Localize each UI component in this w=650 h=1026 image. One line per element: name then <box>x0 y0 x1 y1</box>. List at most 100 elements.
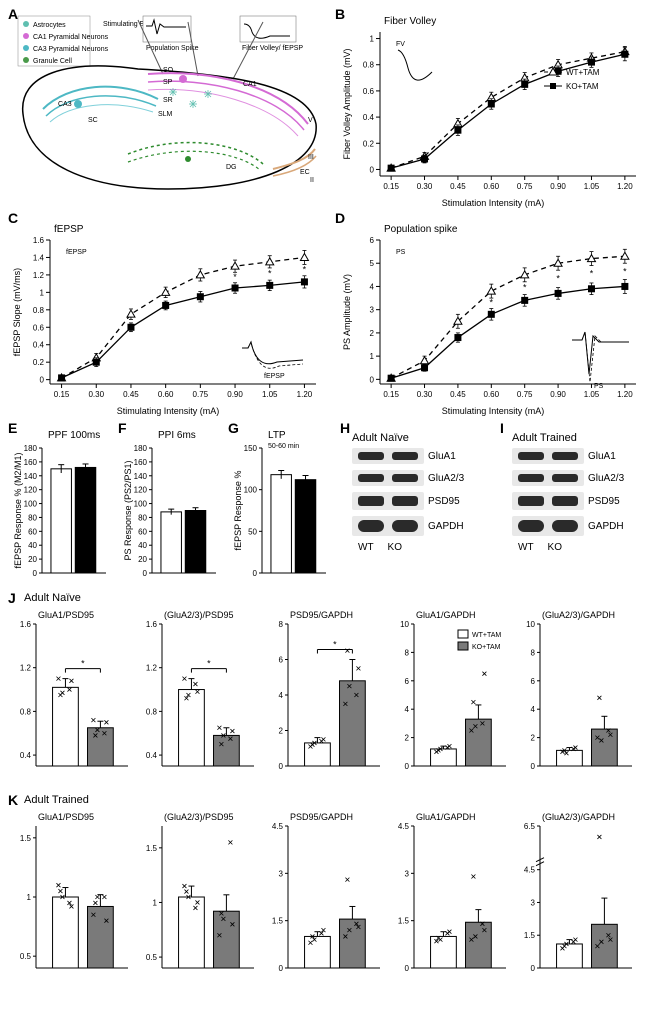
svg-text:0.60: 0.60 <box>484 182 500 191</box>
svg-text:0.60: 0.60 <box>484 390 500 399</box>
svg-text:10: 10 <box>400 620 409 629</box>
svg-text:20: 20 <box>28 555 37 564</box>
panel-i-blots: Adult TrainedGluA1GluA2/3PSD95GAPDHWTKO <box>512 432 647 553</box>
svg-text:0.30: 0.30 <box>417 390 433 399</box>
svg-text:WT+TAM: WT+TAM <box>566 68 600 77</box>
svg-text:SC: SC <box>88 117 98 124</box>
svg-text:1.20: 1.20 <box>297 390 313 399</box>
svg-text:GluA1/PSD95: GluA1/PSD95 <box>38 812 94 822</box>
svg-text:4.5: 4.5 <box>272 822 284 831</box>
svg-text:1.05: 1.05 <box>584 390 600 399</box>
svg-text:1: 1 <box>27 893 32 902</box>
svg-text:*: * <box>556 273 560 283</box>
svg-text:PS: PS <box>396 249 406 256</box>
svg-text:*: * <box>490 298 494 308</box>
svg-text:0.4: 0.4 <box>146 751 158 760</box>
svg-text:1.5: 1.5 <box>524 931 536 940</box>
svg-text:*: * <box>233 272 237 282</box>
svg-text:0.4: 0.4 <box>20 751 32 760</box>
svg-text:SO: SO <box>163 67 174 74</box>
svg-text:1.5: 1.5 <box>20 834 32 843</box>
svg-text:PS Amplitude (mV): PS Amplitude (mV) <box>342 274 352 350</box>
svg-text:40: 40 <box>138 541 147 550</box>
svg-text:0.45: 0.45 <box>123 390 139 399</box>
svg-text:6: 6 <box>531 677 536 686</box>
svg-text:160: 160 <box>134 458 148 467</box>
svg-text:1.05: 1.05 <box>262 390 278 399</box>
panel-k-row: GluA1/PSD950.511.5(GluA2/3)/PSD950.511.5… <box>8 808 644 983</box>
svg-text:Stimulating Intensity (mA): Stimulating Intensity (mA) <box>117 406 220 416</box>
svg-text:0.45: 0.45 <box>450 182 466 191</box>
svg-text:0.8: 0.8 <box>33 306 45 315</box>
svg-text:150: 150 <box>244 444 258 453</box>
panel-f-chart: PPI 6ms020406080100120140160180PS Respon… <box>122 426 222 581</box>
panel-a-diagram: Astrocytes CA1 Pyramidal Neurons CA3 Pyr… <box>8 14 328 204</box>
svg-text:0.4: 0.4 <box>33 341 45 350</box>
svg-text:Fiber Volley Amplitude (mV): Fiber Volley Amplitude (mV) <box>342 48 352 159</box>
svg-text:PS Response (PS2/PS1): PS Response (PS2/PS1) <box>123 460 133 560</box>
svg-text:4: 4 <box>279 691 284 700</box>
svg-text:GluA1/GAPDH: GluA1/GAPDH <box>416 610 476 620</box>
svg-text:PPI 6ms: PPI 6ms <box>158 430 196 441</box>
svg-text:160: 160 <box>24 458 38 467</box>
svg-text:8: 8 <box>279 620 284 629</box>
svg-text:FV: FV <box>396 41 405 48</box>
panel-g-chart: LTP50-60 min050100150fEPSP Response % <box>232 426 332 581</box>
svg-text:*: * <box>333 640 337 650</box>
svg-text:120: 120 <box>24 486 38 495</box>
panel-d-chart: Population spike0.150.300.450.600.750.90… <box>338 218 648 418</box>
panel-k-title: Adult Trained <box>24 794 89 806</box>
svg-text:80: 80 <box>28 513 37 522</box>
svg-text:PPF 100ms: PPF 100ms <box>48 430 100 441</box>
svg-text:3: 3 <box>370 306 375 315</box>
panel-j-row: GluA1/PSD950.40.81.21.6*(GluA2/3)/PSD950… <box>8 606 644 781</box>
svg-text:(GluA2/3)/GAPDH: (GluA2/3)/GAPDH <box>542 812 615 822</box>
svg-text:GluA1/PSD95: GluA1/PSD95 <box>38 610 94 620</box>
svg-text:0: 0 <box>370 375 375 384</box>
svg-text:CA1 Pyramidal Neurons: CA1 Pyramidal Neurons <box>33 34 109 41</box>
svg-text:0.4: 0.4 <box>363 113 375 122</box>
svg-text:0.8: 0.8 <box>363 61 375 70</box>
svg-text:0.90: 0.90 <box>550 390 566 399</box>
svg-text:WT+TAM: WT+TAM <box>472 632 501 639</box>
svg-text:50-60 min: 50-60 min <box>268 443 299 450</box>
svg-text:EC: EC <box>300 169 310 176</box>
svg-text:KO+TAM: KO+TAM <box>472 644 501 651</box>
svg-text:0: 0 <box>279 964 284 973</box>
svg-text:4: 4 <box>370 282 375 291</box>
svg-text:0.30: 0.30 <box>88 390 104 399</box>
panel-h-label: H <box>340 420 350 436</box>
svg-text:20: 20 <box>138 555 147 564</box>
svg-text:140: 140 <box>24 472 38 481</box>
svg-text:6: 6 <box>370 236 375 245</box>
svg-text:6.5: 6.5 <box>524 822 536 831</box>
svg-text:0.8: 0.8 <box>20 707 32 716</box>
svg-text:0: 0 <box>143 569 148 578</box>
svg-text:fEPSP: fEPSP <box>54 224 84 235</box>
svg-text:KO+TAM: KO+TAM <box>566 82 599 91</box>
svg-text:fEPSP Response % (M2/M1): fEPSP Response % (M2/M1) <box>13 453 23 569</box>
svg-text:Fiber Volley: Fiber Volley <box>384 16 436 27</box>
svg-text:1.2: 1.2 <box>20 664 32 673</box>
svg-text:5: 5 <box>370 259 375 268</box>
svg-text:1.5: 1.5 <box>272 917 284 926</box>
svg-text:V: V <box>308 117 313 124</box>
svg-text:3: 3 <box>405 869 410 878</box>
svg-text:*: * <box>81 659 85 669</box>
svg-text:0.2: 0.2 <box>33 358 45 367</box>
svg-text:0.90: 0.90 <box>550 182 566 191</box>
svg-text:SLM: SLM <box>158 111 173 118</box>
svg-text:3: 3 <box>531 898 536 907</box>
svg-text:0.60: 0.60 <box>158 390 174 399</box>
svg-text:SP: SP <box>163 79 173 86</box>
svg-text:40: 40 <box>28 541 37 550</box>
svg-text:1.05: 1.05 <box>584 182 600 191</box>
svg-text:0.15: 0.15 <box>54 390 70 399</box>
svg-text:100: 100 <box>24 500 38 509</box>
svg-text:0: 0 <box>279 762 284 771</box>
svg-text:Population Spike: Population Spike <box>146 45 199 52</box>
svg-text:1.4: 1.4 <box>33 253 45 262</box>
svg-text:0: 0 <box>33 569 38 578</box>
svg-text:DG: DG <box>226 164 237 171</box>
svg-text:fEPSP Slope (mV/ms): fEPSP Slope (mV/ms) <box>12 268 22 356</box>
